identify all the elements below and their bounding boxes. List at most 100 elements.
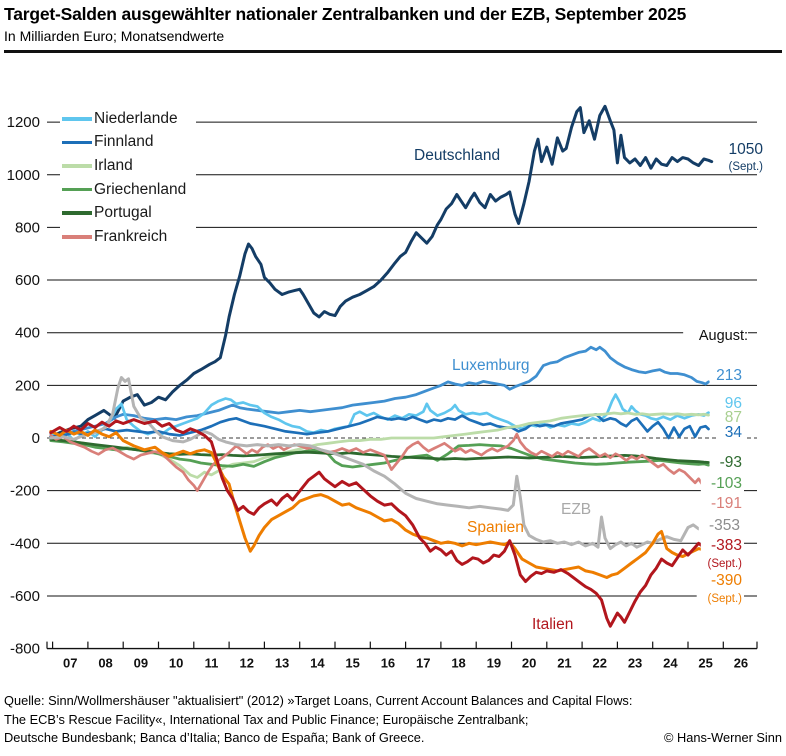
annotation-label-ezb: EZB [561,501,591,518]
value-label-val-niederlande: 96 [725,395,742,412]
source-line-3: Deutsche Bundesbank; Banca d’Italia; Ban… [4,730,425,746]
y-tick-label-600: 600 [15,272,40,289]
x-tick-label-10: 10 [169,656,183,671]
value-sublabel-val-deutschland: (Sept.) [728,161,763,173]
series-line-portugal [49,437,710,464]
value-label-val-ezb: -353 [709,517,740,534]
series-line-irland [49,411,710,479]
x-tick-label-07: 07 [63,656,77,671]
x-tick-label-21: 21 [557,656,571,671]
value-sublabel-bg-val-deutschland [717,159,765,173]
legend-swatch-griechenland [62,187,92,192]
legend-label: Frankreich [94,227,168,245]
series-line-niederlande [49,393,710,442]
x-tick-label-18: 18 [451,656,465,671]
legend-item-finnland: Finnland [62,131,186,155]
legend-label: Niederlande [94,109,178,127]
x-tick-label-22: 22 [593,656,607,671]
header-divider [4,50,782,53]
legend-label: Portugal [94,204,152,222]
chart-legend: Niederlande Finnland Irland Griechenland… [60,106,197,250]
legend-item-portugal: Portugal [62,201,186,225]
value-sublabel-bg-val-italien [696,556,744,570]
series-line-frankreich [49,432,710,492]
series-line-spanien [49,428,714,579]
legend-swatch-niederlande [62,117,92,121]
chart-header: Target-Salden ausgewählter nationaler Ze… [4,4,782,53]
x-tick-label-26: 26 [734,656,748,671]
y-tick-label--400: -400 [10,535,40,552]
y-tick-label-400: 400 [15,325,40,342]
chart-footer: Quelle: Sinn/Wollmershäuser "aktualisier… [4,692,782,748]
y-tick-label-200: 200 [15,377,40,394]
legend-item-niederlande: Niederlande [62,107,186,131]
annotation-label-luxemburg: Luxemburg [452,357,530,374]
page-title: Target-Salden ausgewählter nationaler Ze… [4,4,687,24]
annotation-label-spanien: Spanien [467,519,524,536]
y-tick-label-0: 0 [32,430,40,447]
source-line-2: The ECB’s Rescue Facility«, Internationa… [4,711,529,727]
x-tick-label-19: 19 [487,656,501,671]
value-sublabel-val-spanien: (Sept.) [707,593,742,605]
x-tick-label-11: 11 [205,656,219,671]
legend-swatch-irland [62,164,92,168]
value-label-bg-val-portugal [709,453,744,471]
value-label-bg-val-spanien [700,571,744,589]
page-subtitle: In Milliarden Euro; Monatsendwerte [4,28,225,44]
value-label-val-irland: 87 [725,409,742,426]
value-label-val-deutschland: 1050 [729,141,764,158]
x-tick-label-17: 17 [416,656,430,671]
legend-swatch-finnland [62,140,92,145]
value-label-val-portugal: -93 [720,454,742,471]
value-label-val-luxemburg: 213 [716,367,742,384]
legend-item-griechenland: Griechenland [62,178,186,202]
value-label-val-finnland: 34 [725,424,743,441]
legend-label: Griechenland [94,180,187,198]
source-line-1: Quelle: Sinn/Wollmershäuser "aktualisier… [4,693,633,708]
value-label-bg-val-griechenland [700,474,744,492]
y-tick-label-800: 800 [15,219,40,236]
value-label-bg-val-italien [700,536,744,554]
y-tick-label-1200: 1200 [7,114,40,131]
x-tick-label-09: 09 [134,656,148,671]
value-label-bg-val-irland [718,408,744,426]
x-tick-label-25: 25 [698,656,712,671]
value-label-bg-val-niederlande [718,394,744,412]
legend-item-irland: Irland [62,154,186,178]
series-line-luxemburg [49,345,710,439]
x-tick-label-12: 12 [240,656,254,671]
y-tick-label--600: -600 [10,588,40,605]
annotation-label-deutschland: Deutschland [414,147,500,164]
x-tick-label-16: 16 [381,656,395,671]
x-tick-label-14: 14 [310,656,325,671]
series-line-ezb [49,376,710,551]
x-tick-label-08: 08 [98,656,112,671]
y-tick-label-1000: 1000 [7,167,40,184]
value-label-bg-val-frankreich [700,494,744,512]
value-label-val-italien: -383 [711,537,742,554]
series-line-italien [49,418,714,628]
value-label-bg-val-luxemburg [709,366,744,384]
value-label-val-spanien: -390 [711,572,742,589]
value-label-val-frankreich: -191 [711,495,742,512]
y-tick-label--800: -800 [10,641,40,658]
x-tick-label-24: 24 [663,656,678,671]
value-sublabel-bg-val-spanien [696,591,744,605]
series-line-finnland [49,412,710,440]
x-tick-label-15: 15 [345,656,359,671]
annotation-label-august: August: [699,328,748,344]
x-tick-label-13: 13 [275,656,289,671]
x-tick-label-23: 23 [628,656,642,671]
series-line-deutschland [49,104,714,439]
legend-swatch-frankreich [62,234,92,239]
legend-swatch-portugal [62,211,92,215]
legend-label: Irland [94,156,133,174]
value-label-val-griechenland: -103 [711,475,742,492]
copyright: © Hans-Werner Sinn [663,730,782,745]
x-tick-label-20: 20 [522,656,536,671]
annotation-label-italien: Italien [532,616,573,633]
legend-label: Finnland [94,133,154,151]
annotation-bg-label-august [683,326,748,346]
